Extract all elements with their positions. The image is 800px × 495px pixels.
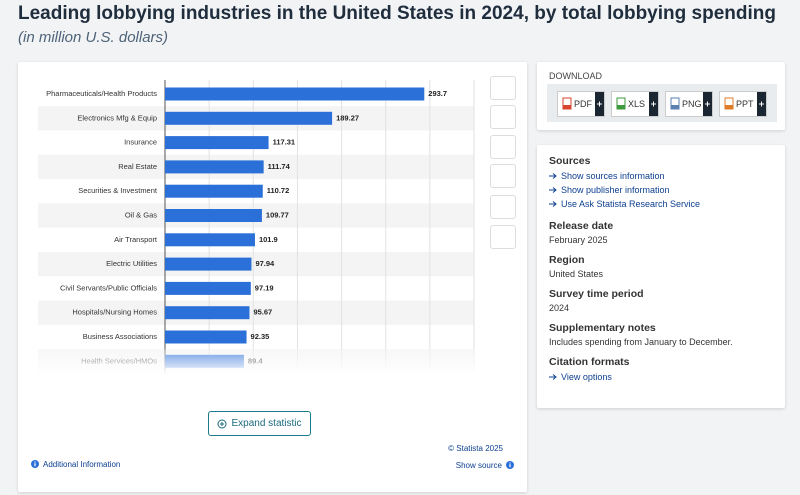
info-value: 2024 xyxy=(549,303,570,313)
favorite-button[interactable] xyxy=(490,76,516,100)
info-heading: Citation formats xyxy=(549,356,630,368)
plus-button[interactable] xyxy=(703,92,712,116)
info-link[interactable]: Show sources information xyxy=(549,169,777,183)
info-icon xyxy=(31,460,39,468)
download-button[interactable]: PNG xyxy=(665,91,713,117)
download-label: PNG xyxy=(682,99,702,109)
category-label: Electric Utilities xyxy=(106,259,157,268)
download-label: PDF xyxy=(574,99,592,109)
info-heading: Supplementary notes xyxy=(549,322,656,334)
value-label: 117.31 xyxy=(273,138,296,147)
expand-label: Expand statistic xyxy=(231,418,302,429)
expand-icon xyxy=(217,419,227,428)
link-text: View options xyxy=(561,372,612,382)
page-title: Leading lobbying industries in the Unite… xyxy=(18,3,776,24)
bar xyxy=(165,160,264,174)
bar xyxy=(165,87,425,101)
value-label: 101.9 xyxy=(259,235,278,244)
info-heading: Region xyxy=(549,254,585,266)
bar xyxy=(165,233,255,247)
chart: Pharmaceuticals/Health Products 293.7 Elec… xyxy=(18,80,484,374)
category-label: Business Associations xyxy=(83,332,157,341)
download-button[interactable]: PPT xyxy=(719,91,767,117)
file-icon xyxy=(562,97,572,110)
notify-button[interactable] xyxy=(490,105,516,129)
value-label: 189.27 xyxy=(336,113,359,122)
category-label: Air Transport xyxy=(114,235,158,244)
bar xyxy=(165,257,252,271)
file-icon xyxy=(724,97,734,110)
copyright: © Statista 2025 xyxy=(448,444,503,453)
plus-button[interactable] xyxy=(649,92,658,116)
download-label: PPT xyxy=(736,99,754,109)
category-label: Pharmaceuticals/Health Products xyxy=(46,89,157,98)
info-value: February 2025 xyxy=(549,235,608,245)
bar xyxy=(165,306,250,320)
file-icon xyxy=(616,97,626,110)
value-label: 293.7 xyxy=(428,89,447,98)
info-link[interactable]: Show publisher information xyxy=(549,183,777,197)
additional-info-link[interactable]: Additional Information xyxy=(31,457,120,471)
category-label: Insurance xyxy=(124,138,157,147)
download-card: DOWNLOAD PDF XLS PNG PPT xyxy=(537,62,785,130)
share-button[interactable] xyxy=(490,164,516,188)
bar xyxy=(165,111,333,125)
bar xyxy=(165,330,247,344)
category-label: Oil & Gas xyxy=(125,210,157,219)
link-text: Show publisher information xyxy=(561,185,670,195)
value-label: 110.72 xyxy=(267,186,290,195)
value-label: 95.67 xyxy=(253,308,272,317)
download-button[interactable]: PDF xyxy=(557,91,605,117)
show-source-text: Show source xyxy=(455,460,502,470)
info-heading: Release date xyxy=(549,220,614,232)
page-subtitle: (in million U.S. dollars) xyxy=(18,29,169,46)
row-stripe xyxy=(38,251,474,277)
download-label: XLS xyxy=(628,99,646,109)
info-link[interactable]: View options xyxy=(549,370,777,384)
show-source-link[interactable]: Show source xyxy=(456,458,514,472)
arrow-icon xyxy=(549,187,557,193)
category-label: Civil Servants/Public Officials xyxy=(60,283,157,292)
link-text: Show sources information xyxy=(561,171,665,181)
category-label: Real Estate xyxy=(118,162,157,171)
info-heading: Sources xyxy=(549,155,591,167)
download-heading: DOWNLOAD xyxy=(549,71,603,81)
arrow-icon xyxy=(549,374,557,380)
arrow-icon xyxy=(549,173,557,179)
file-icon xyxy=(670,97,680,110)
download-button[interactable]: XLS xyxy=(611,91,659,117)
category-label: Securities & Investment xyxy=(78,186,158,195)
info-value: United States xyxy=(549,269,604,279)
info-icon xyxy=(506,461,514,469)
arrow-icon xyxy=(549,201,557,207)
info-card: Sources Show sources information Show pub… xyxy=(537,145,785,408)
info-heading: Survey time period xyxy=(549,288,644,300)
cite-button[interactable] xyxy=(490,195,516,219)
link-text: Use Ask Statista Research Service xyxy=(561,199,701,209)
category-label: Hospitals/Nursing Homes xyxy=(72,308,157,317)
additional-info-text: Additional Information xyxy=(43,459,121,469)
bar xyxy=(165,136,269,150)
category-label: Electronics Mfg & Equip xyxy=(77,113,157,122)
value-label: 97.94 xyxy=(255,259,275,268)
bar xyxy=(165,281,251,295)
expand-button[interactable]: Expand statistic xyxy=(208,411,311,436)
bar xyxy=(165,209,262,222)
value-label: 109.77 xyxy=(266,210,289,219)
print-button[interactable] xyxy=(490,225,516,249)
info-list: Sources Show sources information Show pub… xyxy=(549,155,777,393)
info-value: Includes spending from January to Decemb… xyxy=(549,337,733,347)
fade-overlay xyxy=(18,349,484,374)
value-label: 111.74 xyxy=(268,162,291,171)
value-label: 92.35 xyxy=(251,332,270,341)
plus-button[interactable] xyxy=(595,92,604,116)
bar xyxy=(165,184,263,198)
value-label: 97.19 xyxy=(255,283,274,292)
settings-button[interactable] xyxy=(490,135,516,159)
plus-button[interactable] xyxy=(757,92,766,116)
chart-card: Pharmaceuticals/Health Products 293.7 Elec… xyxy=(18,62,527,492)
row-stripe xyxy=(38,300,474,325)
info-link[interactable]: Use Ask Statista Research Service xyxy=(549,197,777,211)
